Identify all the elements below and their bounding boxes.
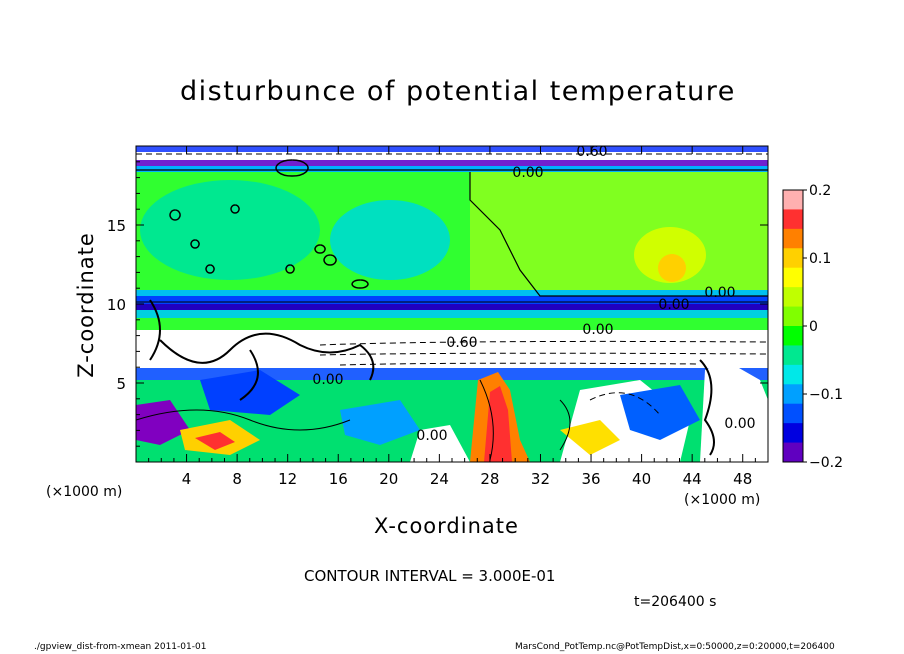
contour-label: 0.00 [312, 372, 343, 388]
colorbar-swatch [783, 403, 803, 424]
band-top-purple [136, 160, 768, 166]
band-green-318 [136, 318, 768, 330]
colorbar: 0.2 0.1 0 −0.1 −0.2 [782, 183, 843, 471]
red-left [195, 432, 235, 450]
footer-right: MarsCond_PotTemp.nc@PotTempDist,x=0:5000… [515, 642, 835, 652]
contour-label: 0.00 [724, 416, 755, 432]
colorbar-swatch [783, 228, 803, 249]
colorbar-tick-label: −0.2 [809, 455, 843, 471]
white-mid-lobe [410, 425, 470, 462]
band-cyan-290 [136, 290, 768, 296]
band-top-blue [136, 146, 768, 152]
cool-patch-mid [330, 200, 450, 280]
band-blue-368 [136, 368, 768, 380]
contour-labels: 0.60 0.00 0.00 0.00 0.00 0.60 0.00 0.00 0.00 [312, 144, 755, 444]
contour-dashed-2 [319, 352, 768, 356]
x-tick-label: 20 [379, 470, 398, 488]
x-tick-label: 16 [329, 470, 348, 488]
x-tick-label: 36 [581, 470, 600, 488]
colorbar-swatch [783, 384, 803, 405]
chart-title: disturbunce of potential temperature [180, 76, 736, 107]
y-tick-label: 5 [116, 375, 126, 393]
x-tick-label: 32 [531, 470, 550, 488]
contour-left-mass [149, 299, 715, 456]
yellow-right [560, 420, 620, 455]
colorbar-swatch [783, 423, 803, 444]
x-tick-label: 28 [480, 470, 499, 488]
x-tick-label: 12 [278, 470, 297, 488]
x-tick-label: 44 [683, 470, 702, 488]
contour-label: 0.00 [416, 428, 447, 444]
contour-lower [136, 379, 571, 461]
x-tick-label: 24 [430, 470, 449, 488]
colorbar-tick-label: 0.1 [809, 251, 831, 267]
warm-center-right [658, 254, 686, 282]
colorbar-swatch [783, 209, 803, 230]
contour-upper-right [469, 172, 768, 297]
colorbar-swatch [783, 190, 803, 210]
contour-dashed-1 [319, 340, 768, 346]
footer-left: ./gpview_dist-from-xmean 2011-01-01 [34, 642, 207, 652]
time-label: t=206400 s [634, 594, 717, 610]
band-navy-304 [136, 304, 768, 310]
cool-patch-left [140, 180, 320, 280]
x-tick-label: 4 [182, 470, 192, 488]
band-cyan-310 [136, 310, 768, 318]
colorbar-swatch [783, 287, 803, 308]
band-top-cyan [136, 166, 768, 172]
red-plume [484, 386, 512, 462]
contour-label: 0.00 [512, 165, 543, 181]
y-tick-label: 10 [107, 296, 126, 314]
colorbar-swatch [783, 306, 803, 327]
contour-label: 0.00 [704, 285, 735, 301]
contour-islands [169, 159, 369, 289]
colorbar-swatch [783, 364, 803, 385]
colorbar-tick-label: 0.2 [809, 183, 831, 199]
contour-label: 0.60 [446, 335, 477, 351]
contour-interval-text: CONTOUR INTERVAL = 3.000E-01 [304, 567, 556, 585]
white-right-edge [700, 360, 768, 462]
contour-label: 0.00 [658, 297, 689, 313]
colorbar-swatch [783, 267, 803, 288]
heatmap-field [136, 146, 768, 462]
x-tick-label: 40 [632, 470, 651, 488]
x-unit-right: (×1000 m) [684, 492, 761, 508]
y-tick-label: 15 [107, 217, 126, 235]
x-unit-left: (×1000 m) [46, 484, 123, 500]
x-tick-label: 48 [733, 470, 752, 488]
contour-label: 0.60 [576, 144, 607, 160]
x-axis-label: X-coordinate [374, 514, 519, 538]
colorbar-swatch [783, 345, 803, 366]
blue-mid [340, 400, 420, 445]
band-blue-296 [136, 296, 768, 304]
colorbar-tick-label: −0.1 [809, 387, 843, 403]
band-top-white [136, 152, 768, 160]
colorbar-swatch [783, 248, 803, 269]
contour-label: 0.00 [582, 322, 613, 338]
colorbar-swatch [783, 442, 803, 463]
colorbar-tick-label: 0 [809, 319, 818, 335]
y-axis-label: Z-coordinate [74, 232, 98, 378]
warm-patch-right [470, 172, 768, 292]
x-tick-label: 8 [232, 470, 242, 488]
contour-dashed-3 [339, 362, 701, 366]
colorbar-swatch [783, 326, 803, 346]
